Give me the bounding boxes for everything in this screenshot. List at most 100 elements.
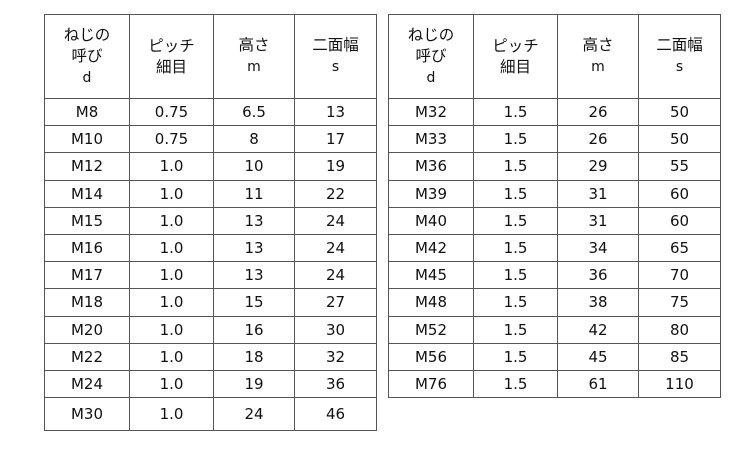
pitch-cell: 1.0 [129, 342, 214, 371]
header-size: ねじの 呼び d [44, 14, 130, 99]
header-row: ねじの 呼び d ピッチ 細目 高さ m 二面幅 s [44, 14, 377, 99]
header-pitch-line2: 細目 [155, 57, 187, 76]
table-row: M32 1.5 26 50 [388, 97, 721, 127]
table-row: M39 1.5 31 60 [388, 179, 721, 208]
height-cell: 6.5 [213, 97, 295, 127]
pitch-cell: 1.0 [129, 206, 214, 235]
header-size-symbol: d [426, 69, 436, 86]
width-cell: 36 [294, 369, 377, 399]
pitch-cell: 1.5 [473, 288, 558, 317]
size-cell: M33 [388, 125, 474, 154]
height-cell: 13 [213, 233, 295, 263]
pitch-cell: 1.0 [129, 397, 214, 432]
table-row: M14 1.0 11 22 [44, 179, 377, 208]
header-height: 高さ m [213, 14, 295, 99]
pitch-cell: 1.5 [473, 315, 558, 344]
header-width-line1: 二面幅 [312, 36, 359, 54]
height-cell: 29 [557, 152, 639, 181]
table-row: M30 1.0 24 46 [44, 397, 377, 432]
size-cell: M15 [44, 206, 130, 235]
size-cell: M56 [388, 342, 474, 371]
size-cell: M14 [44, 179, 130, 208]
pitch-cell: 1.5 [473, 233, 558, 263]
size-cell: M76 [388, 369, 474, 399]
pitch-cell: 0.75 [129, 97, 214, 127]
nut-spec-table-left: ねじの 呼び d ピッチ 細目 高さ m 二面幅 s M8 0.75 6.5 13 M1… [44, 14, 377, 432]
width-cell: 110 [638, 369, 721, 399]
table-row: M24 1.0 19 36 [44, 369, 377, 399]
width-cell: 50 [638, 125, 721, 154]
pitch-cell: 1.5 [473, 97, 558, 127]
header-width-line1: 二面幅 [656, 36, 703, 54]
table-row: M12 1.0 10 19 [44, 152, 377, 181]
width-cell: 13 [294, 97, 377, 127]
width-cell: 30 [294, 315, 377, 344]
pitch-cell: 1.0 [129, 261, 214, 290]
size-cell: M48 [388, 288, 474, 317]
header-height-line1: 高さ [582, 36, 614, 54]
table-row: M15 1.0 13 24 [44, 206, 377, 235]
size-cell: M16 [44, 233, 130, 263]
height-cell: 13 [213, 261, 295, 290]
size-cell: M17 [44, 261, 130, 290]
width-cell: 27 [294, 288, 377, 317]
width-cell: 24 [294, 233, 377, 263]
size-cell: M18 [44, 288, 130, 317]
width-cell: 50 [638, 97, 721, 127]
pitch-cell: 1.0 [129, 288, 214, 317]
table-row: M42 1.5 34 65 [388, 233, 721, 263]
width-cell: 60 [638, 179, 721, 208]
size-cell: M39 [388, 179, 474, 208]
width-cell: 60 [638, 206, 721, 235]
table-row: M16 1.0 13 24 [44, 233, 377, 263]
header-height-symbol: m [247, 59, 261, 75]
height-cell: 45 [557, 342, 639, 371]
header-pitch: ピッチ 細目 [129, 14, 214, 99]
pitch-cell: 1.5 [473, 342, 558, 371]
header-size-symbol: d [82, 69, 92, 86]
size-cell: M20 [44, 315, 130, 344]
width-cell: 24 [294, 261, 377, 290]
width-cell: 65 [638, 233, 721, 263]
pitch-cell: 1.5 [473, 125, 558, 154]
height-cell: 26 [557, 97, 639, 127]
height-cell: 16 [213, 315, 295, 344]
height-cell: 18 [213, 342, 295, 371]
width-cell: 46 [294, 397, 377, 432]
header-width-symbol: s [331, 59, 340, 75]
pitch-cell: 1.5 [473, 152, 558, 181]
nut-spec-table-right: ねじの 呼び d ピッチ 細目 高さ m 二面幅 s M32 1.5 26 50 M33… [388, 14, 721, 399]
header-height: 高さ m [557, 14, 639, 99]
header-pitch: ピッチ 細目 [473, 14, 558, 99]
header-pitch-line1: ピッチ [148, 36, 195, 55]
header-size: ねじの 呼び d [388, 14, 474, 99]
header-pitch-line1: ピッチ [492, 36, 539, 55]
size-cell: M45 [388, 261, 474, 290]
width-cell: 32 [294, 342, 377, 371]
table-row: M8 0.75 6.5 13 [44, 97, 377, 127]
width-cell: 22 [294, 179, 377, 208]
height-cell: 19 [213, 369, 295, 399]
pitch-cell: 0.75 [129, 125, 214, 154]
header-size-line1: ねじの [63, 25, 111, 44]
size-cell: M12 [44, 152, 130, 181]
table-row: M76 1.5 61 110 [388, 369, 721, 399]
height-cell: 13 [213, 206, 295, 235]
pitch-cell: 1.5 [473, 206, 558, 235]
table-row: M40 1.5 31 60 [388, 206, 721, 235]
table-row: M22 1.0 18 32 [44, 342, 377, 371]
width-cell: 19 [294, 152, 377, 181]
size-cell: M24 [44, 369, 130, 399]
width-cell: 75 [638, 288, 721, 317]
pitch-cell: 1.5 [473, 369, 558, 399]
height-cell: 15 [213, 288, 295, 317]
table-row: M56 1.5 45 85 [388, 342, 721, 371]
height-cell: 36 [557, 261, 639, 290]
height-cell: 11 [213, 179, 295, 208]
size-cell: M52 [388, 315, 474, 344]
header-row: ねじの 呼び d ピッチ 細目 高さ m 二面幅 s [388, 14, 721, 99]
width-cell: 17 [294, 125, 377, 154]
height-cell: 26 [557, 125, 639, 154]
height-cell: 34 [557, 233, 639, 263]
size-cell: M32 [388, 97, 474, 127]
